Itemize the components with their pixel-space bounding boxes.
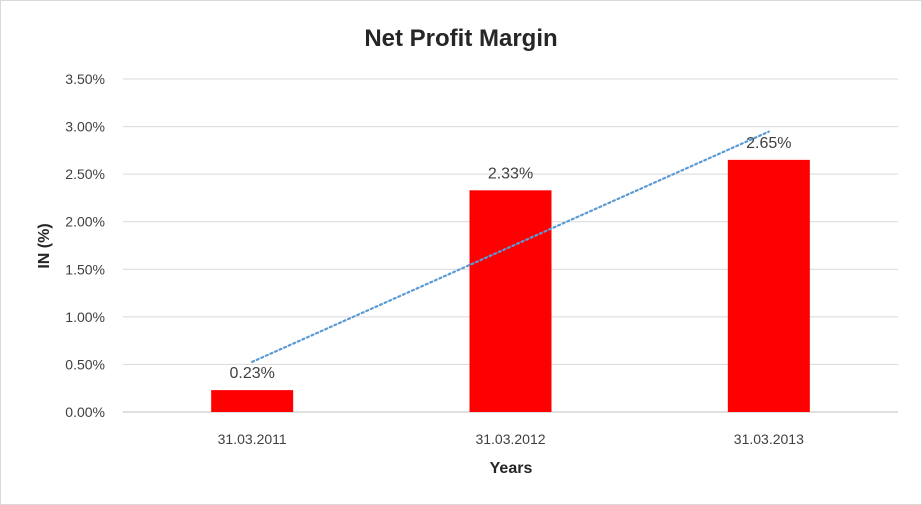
y-tick-label: 0.00%	[65, 404, 105, 420]
bar	[211, 390, 294, 412]
x-axis-ticks: 31.03.2011 31.03.2012 31.03.2013	[218, 431, 804, 447]
bar	[727, 159, 810, 412]
y-tick-label: 0.50%	[65, 356, 105, 372]
trendline	[251, 130, 770, 363]
y-axis-ticks: 0.00% 0.50% 1.00% 1.50% 2.00% 2.50% 3.00% 3.50%	[65, 71, 105, 420]
y-tick-label: 3.50%	[65, 71, 105, 87]
bars	[211, 159, 810, 412]
y-tick-label: 2.00%	[65, 214, 105, 230]
data-label: 0.23%	[229, 365, 274, 382]
x-tick-label: 31.03.2011	[218, 431, 287, 447]
y-tick-label: 3.00%	[65, 119, 105, 135]
data-labels: 0.23% 2.33% 2.65%	[229, 135, 791, 382]
trendline-group	[251, 130, 770, 363]
x-tick-label: 31.03.2013	[734, 431, 804, 447]
chart-title: Net Profit Margin	[364, 25, 557, 52]
x-axis-label: Years	[490, 460, 533, 477]
y-tick-label: 1.50%	[65, 261, 105, 277]
y-tick-label: 1.00%	[65, 309, 105, 325]
y-axis-label: IN (%)	[36, 223, 53, 268]
bar	[469, 190, 552, 412]
x-tick-label: 31.03.2012	[475, 431, 545, 447]
data-label: 2.33%	[488, 165, 533, 182]
y-tick-label: 2.50%	[65, 166, 105, 182]
data-label: 2.65%	[746, 135, 791, 152]
